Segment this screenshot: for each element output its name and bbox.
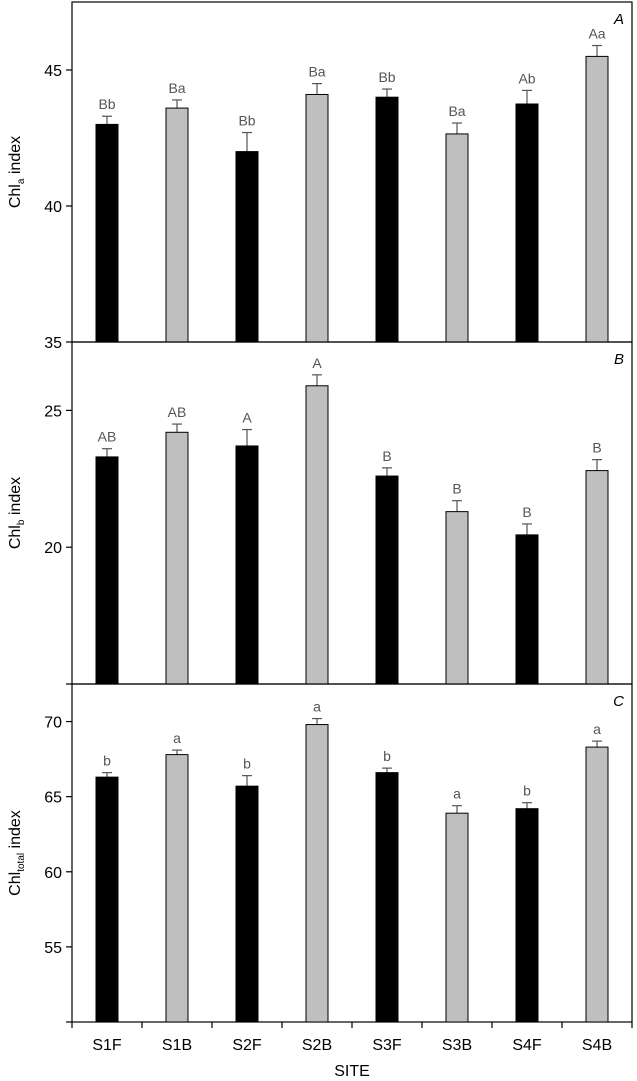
x-axis-title: SITE: [334, 1063, 370, 1080]
bar-s4b: [585, 55, 609, 343]
x-tick-label-s1b: S1B: [162, 1037, 192, 1054]
panel-letter: C: [613, 693, 624, 710]
significance-label-s1b: Ba: [168, 80, 185, 96]
panel-a: A 35 40 45 Chla index Bb Ba Bb Ba Bb Ba Ab Aa: [7, 1, 633, 352]
significance-label-s3f: b: [383, 748, 391, 764]
significance-label-s2f: b: [243, 756, 251, 772]
bar-s1b: [165, 107, 189, 343]
chart-panels: A 35 40 45 Chla index Bb Ba Bb Ba Bb Ba Ab Aa B 20 25 Ch…: [7, 1, 633, 1023]
bar-s3b: [445, 511, 469, 685]
significance-label-s4b: B: [592, 440, 601, 456]
panel-letter: B: [614, 351, 624, 368]
significance-label-s3b: B: [452, 481, 461, 497]
significance-label-s4f: Ab: [518, 70, 535, 86]
significance-label-s1f: Bb: [98, 96, 115, 112]
bar-s3f: [375, 772, 399, 1023]
significance-label-s1f: AB: [98, 429, 117, 445]
bar-s1f: [95, 776, 119, 1023]
bar-s4f: [515, 534, 539, 685]
panel-letter: A: [613, 11, 624, 28]
bar-s2b: [305, 385, 329, 685]
x-tick-label-s2f: S2F: [232, 1037, 262, 1054]
significance-label-s3f: B: [382, 448, 391, 464]
panel-frame: [71, 1, 633, 343]
panel-c: C 55 60 65 70 Chltotal index b a b a b a b a: [7, 683, 633, 1023]
y-tick-label: 45: [44, 63, 62, 80]
bar-s1b: [165, 431, 189, 685]
bar-s2b: [305, 724, 329, 1023]
y-tick-label: 60: [44, 865, 62, 882]
x-tick-label-s3b: S3B: [442, 1037, 472, 1054]
significance-label-s4f: b: [523, 783, 531, 799]
bar-s3b: [445, 812, 469, 1023]
bar-s3f: [375, 96, 399, 343]
significance-label-s3b: Ba: [448, 103, 465, 119]
significance-label-s4f: B: [522, 504, 531, 520]
y-tick-label: 55: [44, 940, 62, 957]
bar-s1f: [95, 456, 119, 685]
y-tick-label: 35: [44, 335, 62, 352]
panel-frame: [71, 341, 633, 685]
significance-label-s1b: AB: [168, 404, 187, 420]
significance-label-s3f: Bb: [378, 69, 395, 85]
panel-frame: [71, 683, 633, 1023]
bar-s2f: [235, 785, 259, 1023]
y-tick-label: 65: [44, 790, 62, 807]
significance-label-s2b: Ba: [308, 64, 325, 80]
y-axis-title: Chla index: [7, 136, 27, 208]
significance-label-s2b: a: [313, 699, 321, 715]
bar-s2f: [235, 151, 259, 343]
significance-label-s3b: a: [453, 786, 461, 802]
y-tick-label: 25: [44, 403, 62, 420]
y-tick-label: 40: [44, 199, 62, 216]
bar-s1b: [165, 754, 189, 1023]
significance-label-s4b: a: [593, 721, 601, 737]
significance-label-s1f: b: [103, 753, 111, 769]
significance-label-s2b: A: [312, 355, 322, 371]
significance-label-s1b: a: [173, 730, 181, 746]
x-axis: S1F S1B S2F S2B S3F S3B S4F S4B: [71, 1022, 633, 1054]
bar-s2f: [235, 445, 259, 685]
bar-s4b: [585, 746, 609, 1023]
x-tick-label-s3f: S3F: [372, 1037, 402, 1054]
x-tick-label-s1f: S1F: [92, 1037, 122, 1054]
x-tick-label-s4f: S4F: [512, 1037, 542, 1054]
y-axis-title: Chltotal index: [7, 810, 27, 896]
bar-s4f: [515, 103, 539, 343]
x-tick-label-s2b: S2B: [302, 1037, 332, 1054]
bar-s1f: [95, 123, 119, 343]
y-tick-label: 70: [44, 715, 62, 732]
significance-label-s2f: Bb: [238, 113, 255, 129]
bar-s4f: [515, 808, 539, 1023]
bar-s4b: [585, 470, 609, 685]
y-axis-title: Chlb index: [7, 477, 27, 549]
bar-s3f: [375, 475, 399, 685]
x-tick-label-s4b: S4B: [582, 1037, 612, 1054]
significance-label-s2f: A: [242, 410, 252, 426]
y-tick-label: 20: [44, 540, 62, 557]
bar-s3b: [445, 133, 469, 343]
bar-s2b: [305, 93, 329, 343]
significance-label-s4b: Aa: [588, 26, 605, 42]
